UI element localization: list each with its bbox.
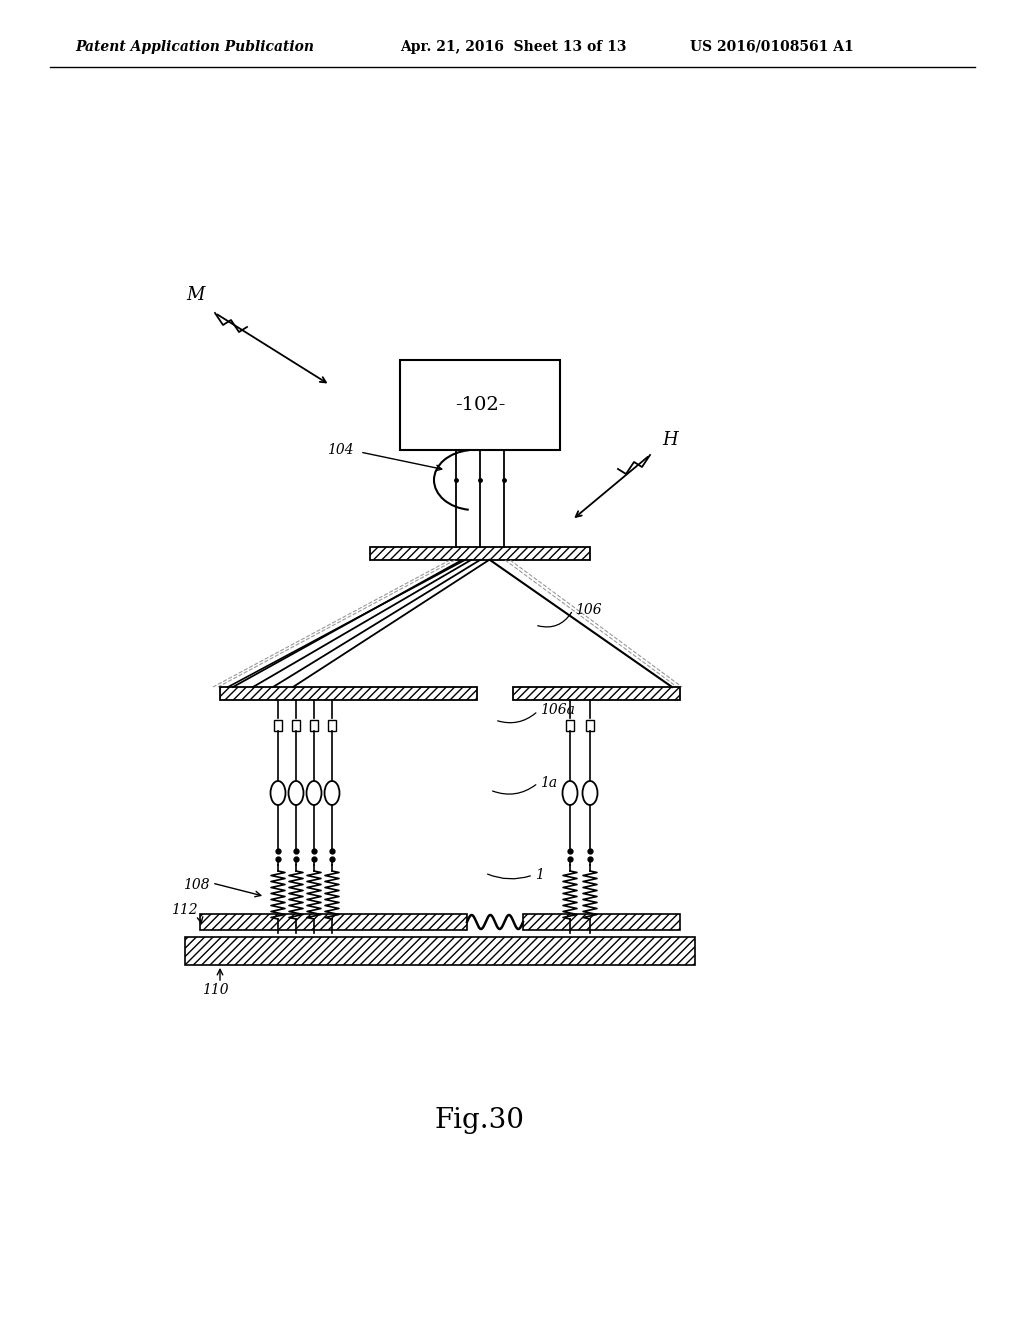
Text: 108: 108 [183, 878, 210, 892]
Text: H: H [663, 432, 678, 449]
Text: 1: 1 [535, 869, 544, 882]
Bar [566, 719, 574, 730]
Bar [586, 719, 594, 730]
Bar [292, 719, 300, 730]
Bar [523, 913, 680, 931]
Text: Apr. 21, 2016  Sheet 13 of 13: Apr. 21, 2016 Sheet 13 of 13 [400, 40, 627, 54]
Ellipse shape [325, 781, 340, 805]
Bar [328, 719, 336, 730]
Bar [185, 937, 695, 965]
Ellipse shape [306, 781, 322, 805]
Bar [200, 913, 467, 931]
Bar [200, 913, 467, 931]
Bar [513, 686, 680, 700]
Ellipse shape [270, 781, 286, 805]
Ellipse shape [289, 781, 303, 805]
Text: 1a: 1a [540, 776, 557, 789]
Text: Patent Application Publication: Patent Application Publication [75, 40, 314, 54]
Bar [513, 686, 680, 700]
Bar [370, 546, 590, 560]
Bar [523, 913, 680, 931]
Text: 110: 110 [202, 983, 228, 997]
Text: M: M [185, 286, 204, 304]
Bar [370, 546, 590, 560]
Ellipse shape [583, 781, 597, 805]
Bar [310, 719, 318, 730]
Text: 106: 106 [575, 603, 602, 616]
Text: US 2016/0108561 A1: US 2016/0108561 A1 [690, 40, 854, 54]
Text: Fig.30: Fig.30 [435, 1106, 525, 1134]
Bar [274, 719, 282, 730]
Bar [400, 360, 560, 450]
Bar [220, 686, 477, 700]
Text: 104: 104 [327, 444, 353, 457]
Bar [220, 686, 477, 700]
Ellipse shape [562, 781, 578, 805]
Text: 112: 112 [171, 903, 198, 917]
Text: 106a: 106a [540, 704, 574, 717]
Bar [185, 937, 695, 965]
Text: -102-: -102- [455, 396, 505, 414]
